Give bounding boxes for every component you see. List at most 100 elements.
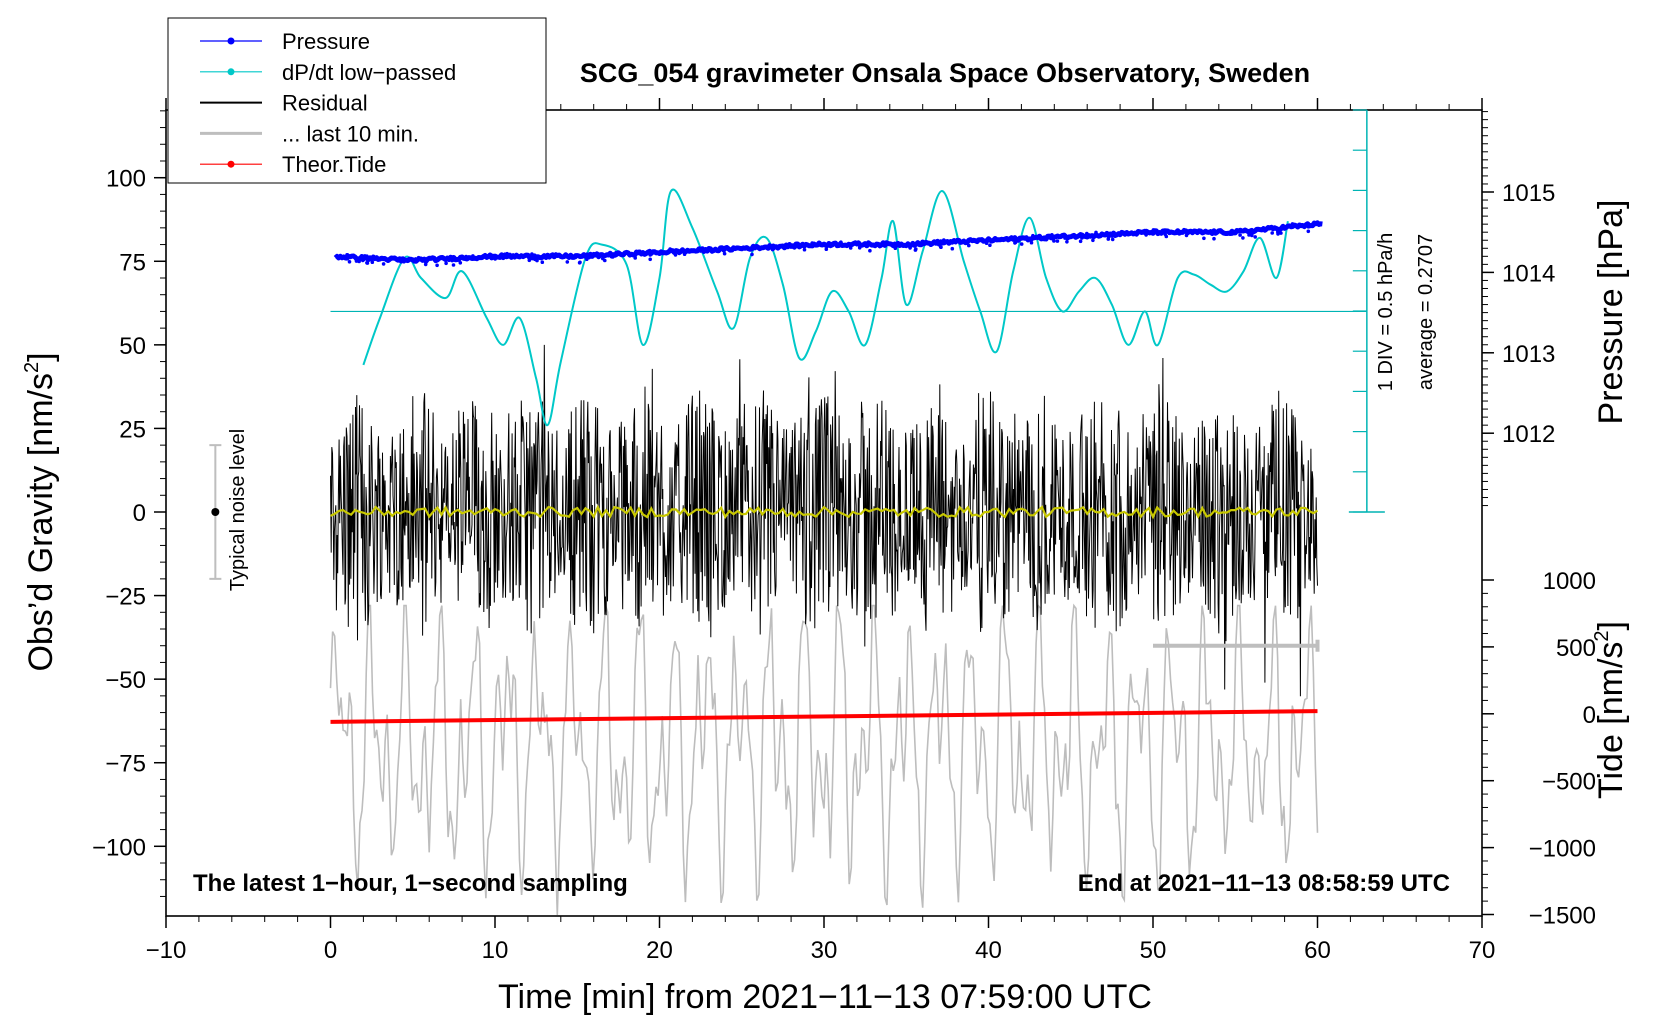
y-axis-label-left-sup: 2 [21, 362, 43, 373]
pressure-point [402, 259, 406, 264]
y-axis-label-tide-end: ] [1592, 621, 1630, 630]
y-axis-label-pressure: Pressure [hPa] [1592, 200, 1630, 425]
chart-title: SCG_054 gravimeter Onsala Space Observat… [580, 58, 1310, 88]
pressure-point [416, 255, 421, 260]
pressure-point [823, 243, 827, 248]
pressure-point [1306, 225, 1311, 229]
pressure-point [1239, 228, 1244, 233]
pressure-point [829, 241, 834, 246]
pressure-point [1279, 231, 1283, 235]
pressure-point [451, 263, 456, 267]
pressure-point [413, 257, 418, 261]
pressure-point [920, 240, 925, 244]
pressure-point [868, 248, 872, 253]
pressure-point [530, 252, 534, 256]
pressure-point [1182, 227, 1186, 232]
pressure-point [345, 253, 350, 257]
pressure-point [942, 238, 946, 242]
tide-tick-label: 500 [1556, 635, 1596, 662]
pressure-point [848, 246, 853, 250]
pressure-point [435, 263, 439, 268]
y-axis-label-left-text: Obs’d Gravity [nm/s [22, 373, 60, 672]
pressure-point [1077, 234, 1082, 238]
pressure-point [365, 261, 369, 265]
pressure-point [614, 250, 618, 255]
pressure-point [1142, 228, 1147, 233]
y-axis-label-left-end: ] [22, 352, 60, 361]
pressure-point [458, 261, 463, 265]
pressure-point [1069, 235, 1074, 239]
pressure-point [464, 254, 468, 259]
pressure-point [633, 256, 637, 260]
pressure-tick-label: 1012 [1502, 421, 1555, 448]
legend-label: Theor.Tide [282, 152, 386, 177]
pressure-point [962, 240, 966, 244]
legend-marker [227, 37, 235, 45]
pressure-point [493, 257, 498, 261]
pressure-point [857, 246, 862, 250]
pressure-point [1151, 228, 1156, 232]
tide-tick-label: 1000 [1543, 568, 1596, 595]
div-annotation: 1 DIV = 0.5 hPa/h [1375, 233, 1397, 391]
pressure-point [913, 248, 918, 252]
pressure-point [1230, 232, 1234, 236]
y-tick-label-left: 25 [119, 416, 146, 443]
pressure-point [1006, 236, 1011, 241]
legend-marker [227, 68, 235, 76]
pressure-point [527, 258, 532, 263]
pressure-point [1085, 231, 1089, 236]
pressure-point [1241, 236, 1245, 240]
pressure-point [839, 240, 843, 244]
pressure-point [611, 255, 615, 259]
legend-box [167, 17, 547, 184]
pressure-point [771, 243, 776, 248]
pressure-point [1290, 222, 1295, 226]
legend: Pressure dP/dt low−passed Residual ... last… [167, 17, 547, 184]
pressure-point [1261, 226, 1266, 230]
pressure-point [1269, 226, 1274, 230]
y-axis-label-tide: Tide [nm/s2] [1591, 621, 1630, 799]
noise-annotation: Typical noise level [227, 429, 249, 591]
pressure-point [1206, 229, 1211, 234]
pressure-point [750, 252, 754, 257]
y-axis-label-tide-text: Tide [nm/s [1592, 642, 1630, 799]
pressure-point [648, 253, 652, 257]
legend-label: ... last 10 min. [282, 121, 419, 146]
pressure-rate-scale [1348, 109, 1385, 513]
pressure-point [372, 257, 377, 261]
pressure-point [1250, 233, 1254, 238]
pressure-point [810, 241, 814, 245]
pressure-point [399, 259, 404, 264]
pressure-point [1202, 236, 1206, 241]
bottom-left-annotation: The latest 1−hour, 1−second sampling [193, 870, 628, 897]
pressure-point [451, 254, 456, 259]
y-axis-label-tide-sup: 2 [1591, 630, 1613, 641]
pressure-tick-label: 1014 [1502, 260, 1555, 287]
pressure-point [423, 262, 428, 267]
pressure-point [354, 259, 359, 263]
pressure-point [1247, 233, 1251, 237]
pressure-point [1106, 237, 1111, 241]
pressure-point [690, 248, 694, 252]
pressure-point [1212, 236, 1216, 241]
bottom-right-annotation: End at 2021−11−13 08:58:59 UTC [1078, 870, 1450, 897]
x-axis-label: Time [min] from 2021−11−13 07:59:00 UTC [498, 978, 1152, 1016]
pressure-point [984, 241, 989, 245]
y-tick-label-left: 0 [133, 500, 146, 527]
tide-tick-label: −500 [1542, 769, 1596, 796]
pressure-point [347, 260, 352, 264]
residual-trace [330, 344, 1318, 697]
pressure-point [1281, 226, 1285, 231]
pressure-point [1040, 237, 1045, 242]
y-tick-label-left: 100 [106, 166, 146, 193]
pressure-point [381, 262, 386, 266]
pressure-point [603, 258, 607, 263]
y-tick-label-left: 75 [119, 249, 146, 276]
x-tick-label: 0 [324, 937, 337, 964]
pressure-point [565, 260, 570, 264]
dpdt-curve [362, 188, 1289, 427]
y-tick-label-left: −25 [105, 584, 146, 611]
x-tick-label: 20 [646, 937, 673, 964]
pressure-point [1276, 232, 1280, 236]
